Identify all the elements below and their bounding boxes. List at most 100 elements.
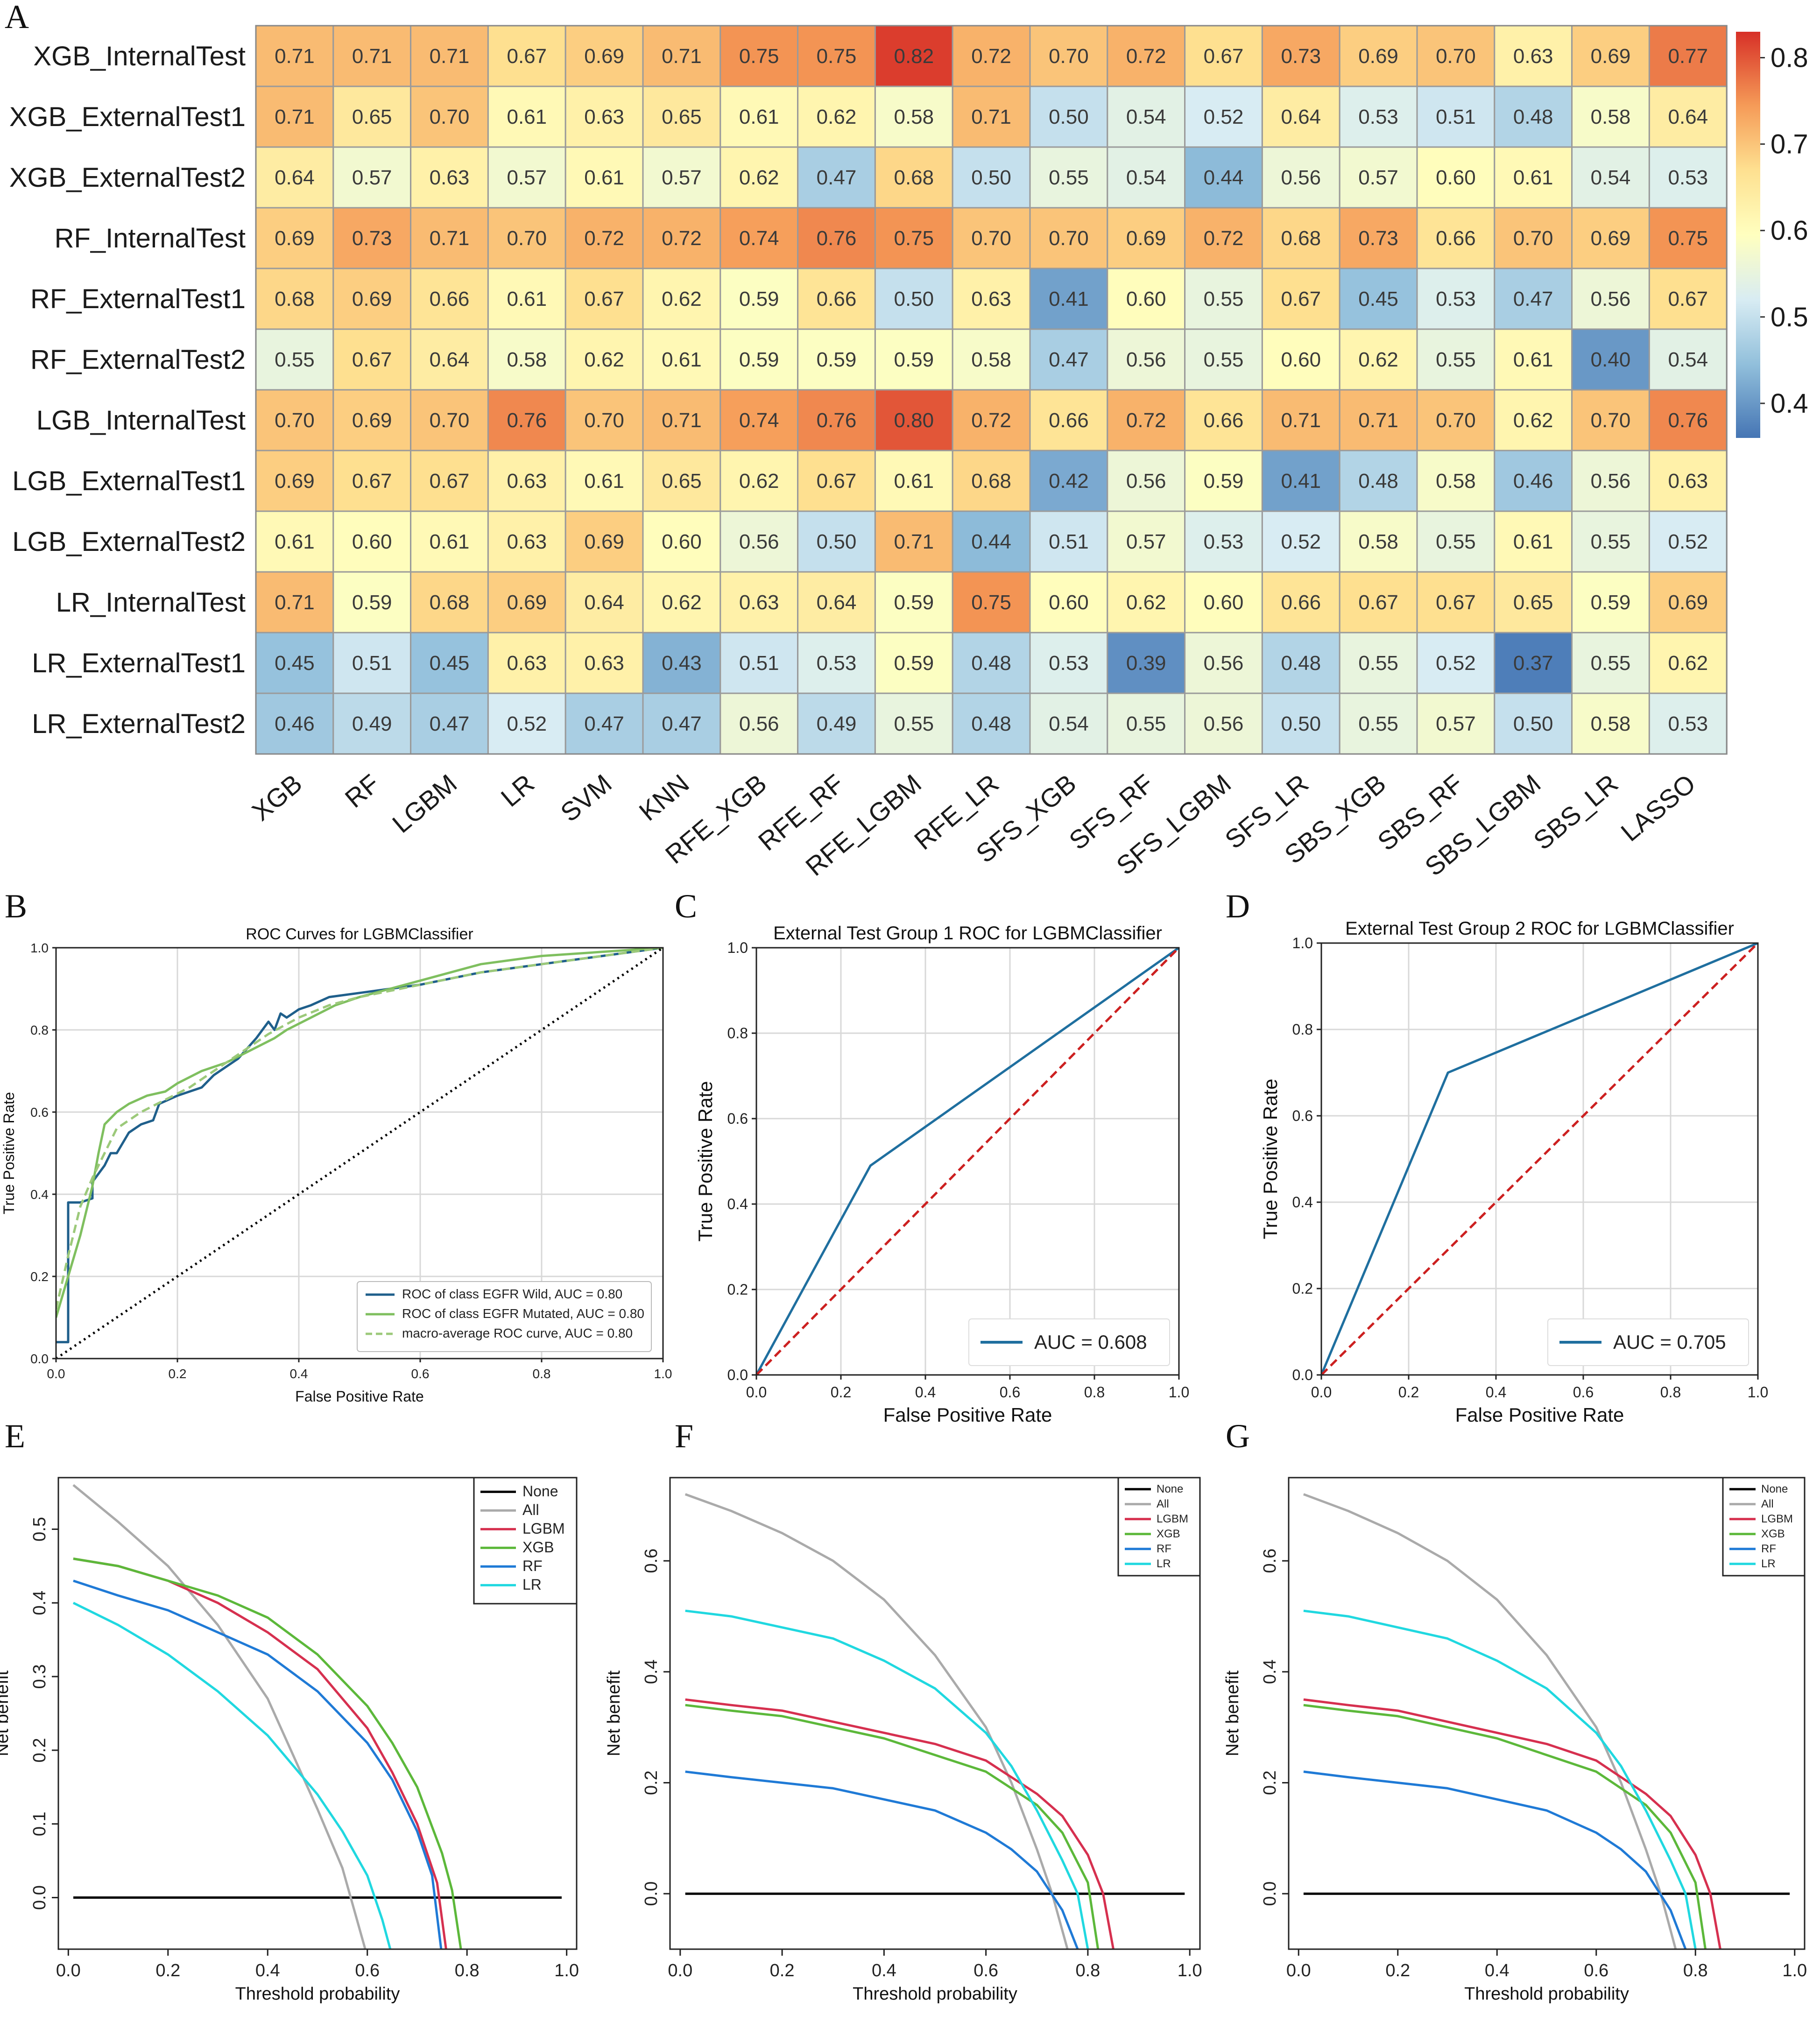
heatmap-cell-value: 0.53	[1668, 166, 1708, 189]
heatmap-cell	[797, 25, 876, 87]
heatmap-cell-value: 0.75	[894, 227, 934, 250]
colorbar-tick-label: 0.4	[1771, 388, 1808, 419]
heatmap-cell	[410, 328, 489, 391]
heatmap-cell	[564, 146, 644, 209]
heatmap-cell-value: 0.55	[1591, 530, 1631, 553]
legend-box	[1547, 1318, 1749, 1366]
heatmap-cell	[1494, 450, 1573, 512]
heatmap-cell-value: 0.76	[817, 409, 857, 432]
heatmap-cell	[564, 328, 644, 391]
heatmap-cell-value: 0.69	[352, 409, 392, 432]
heatmap-cell	[332, 207, 412, 269]
y-tick-label: 0.4	[30, 1591, 49, 1615]
heatmap-cell	[1571, 389, 1650, 451]
heatmap-cell-value: 0.62	[1668, 652, 1708, 675]
heatmap-cell	[1261, 328, 1340, 391]
heatmap-cell-value: 0.72	[662, 227, 702, 250]
heatmap-cell	[1494, 692, 1573, 755]
legend-entry: None	[1761, 1483, 1788, 1495]
heatmap-cell-value: 0.61	[430, 530, 470, 553]
plot-frame	[755, 947, 1180, 1376]
heatmap-cell-value: 0.59	[894, 652, 934, 675]
x-tick-label: 1.0	[554, 1961, 579, 1980]
panel-letters: A B C D E F G	[5, 0, 1250, 1455]
series-line-xgb	[685, 1704, 1100, 1949]
heatmap-cell	[487, 85, 566, 148]
plot-frame	[1320, 942, 1759, 1376]
heatmap-row-label: XGB_ExternalTest1	[9, 102, 246, 132]
heatmap-cell	[1416, 146, 1496, 209]
heatmap-cell-value: 0.58	[507, 348, 547, 371]
heatmap-cell-value: 0.67	[352, 348, 392, 371]
heatmap-cell-value: 0.72	[1204, 227, 1244, 250]
heatmap-cell-value: 0.61	[1513, 166, 1553, 189]
heatmap-cell-value: 0.67	[1668, 288, 1708, 310]
heatmap-cell	[410, 632, 489, 694]
y-tick-label: 0.8	[727, 1025, 748, 1042]
legend-entry: ROC of class EGFR Wild, AUC = 0.80	[402, 1287, 622, 1301]
heatmap-cell-value: 0.64	[430, 348, 470, 371]
plot-frame	[669, 1477, 1201, 1950]
heatmap-cell-value: 0.57	[1358, 166, 1398, 189]
heatmap-cell	[1029, 632, 1108, 694]
heatmap-cell-value: 0.70	[1049, 227, 1089, 250]
heatmap-cell-value: 0.60	[1126, 288, 1166, 310]
heatmap-cell	[1571, 510, 1650, 573]
heatmap-cell-value: 0.70	[1591, 409, 1631, 432]
series-line-rf	[685, 1770, 1079, 1949]
legend-entry: LR	[1761, 1557, 1776, 1570]
heatmap-cell-value: 0.60	[1049, 591, 1089, 614]
heatmap-cell	[797, 571, 876, 634]
heatmap-cell-value: 0.72	[971, 409, 1011, 432]
y-tick-label: 0.1	[30, 1811, 49, 1836]
heatmap-cell	[797, 389, 876, 451]
heatmap-cell-value: 0.44	[971, 530, 1011, 553]
heatmap-cell-value: 0.71	[352, 45, 392, 68]
y-tick-label: 0.2	[30, 1738, 49, 1762]
heatmap-cell-value: 0.56	[1591, 470, 1631, 493]
heatmap-cell-value: 0.68	[275, 288, 315, 310]
heatmap-cell-value: 0.55	[275, 348, 315, 371]
x-tick-label: 1.0	[654, 1367, 672, 1381]
heatmap-cell	[874, 692, 953, 755]
heatmap-cell	[1261, 632, 1340, 694]
heatmap-cell	[410, 450, 489, 512]
x-tick-label: 0.6	[973, 1961, 998, 1980]
heatmap-cell	[332, 632, 412, 694]
heatmap-cell-value: 0.75	[817, 45, 857, 68]
heatmap-cell-value: 0.58	[1591, 106, 1631, 128]
x-tick-label: 0.8	[1683, 1961, 1708, 1980]
heatmap-cell	[797, 146, 876, 209]
heatmap-cell-value: 0.61	[1513, 530, 1553, 553]
heatmap-cell	[642, 146, 721, 209]
heatmap-cell-value: 0.45	[1358, 288, 1398, 310]
heatmap-cell-value: 0.74	[739, 409, 779, 432]
heatmap-cell-value: 0.46	[1513, 470, 1553, 493]
series-line-chance	[56, 948, 663, 1359]
heatmap-cell-value: 0.48	[971, 652, 1011, 675]
heatmap-cell-value: 0.71	[662, 45, 702, 68]
colorbar	[1736, 32, 1760, 438]
heatmap-cell	[1029, 268, 1108, 330]
heatmap-cell-value: 0.63	[1668, 470, 1708, 493]
heatmap-row-label: XGB_ExternalTest2	[9, 162, 246, 193]
heatmap-cell	[564, 632, 644, 694]
legend-entry: RF	[1761, 1543, 1776, 1555]
heatmap-cell-value: 0.67	[430, 470, 470, 493]
heatmap-cell-value: 0.51	[352, 652, 392, 675]
heatmap-cell	[1029, 207, 1108, 269]
heatmap-cell	[1571, 450, 1650, 512]
panel-a-heatmap: 0.71 0.71 0.71 0.67 0.69 0.71 0.75 0.75 0.82 0.72…	[9, 25, 1808, 881]
heatmap-cell	[487, 571, 566, 634]
heatmap-cell-value: 0.44	[1204, 166, 1244, 189]
heatmap-cell-value: 0.69	[275, 227, 315, 250]
series-line-chance	[756, 948, 1179, 1375]
heatmap-cell	[952, 268, 1031, 330]
y-tick-label: 0.6	[30, 1105, 49, 1120]
heatmap-cell-value: 0.70	[1436, 45, 1476, 68]
heatmap-cell-value: 0.63	[430, 166, 470, 189]
series-line-rf	[1303, 1770, 1687, 1949]
y-tick-label: 1.0	[30, 941, 49, 955]
heatmap-cell-value: 0.63	[1513, 45, 1553, 68]
heatmap-cell-value: 0.59	[894, 348, 934, 371]
